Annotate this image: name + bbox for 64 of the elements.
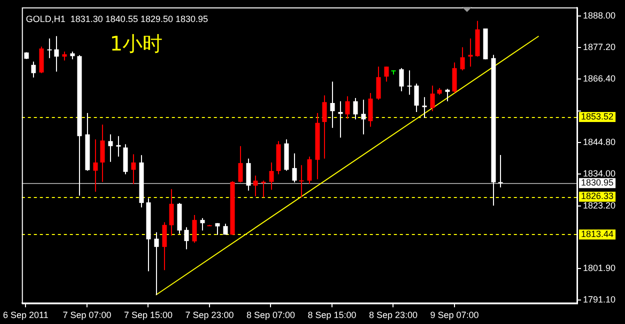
candlestick	[131, 154, 136, 185]
candlestick	[338, 100, 343, 138]
candlestick	[169, 188, 174, 236]
candlestick	[330, 81, 335, 128]
y-tick-label: 1877.20	[583, 42, 616, 52]
candlestick	[93, 138, 98, 192]
y-tick-label: 1844.80	[583, 137, 616, 148]
y-tick-label: 1823.20	[583, 200, 616, 210]
candlestick	[116, 136, 121, 158]
candlestick	[361, 99, 366, 135]
y-tick-label: 1834.00	[583, 168, 616, 179]
candlestick	[269, 162, 274, 190]
candlestick	[200, 218, 205, 231]
candlestick	[430, 85, 435, 112]
x-tick-label: 8 Sep 15:00	[308, 310, 356, 320]
candlestick	[460, 46, 465, 71]
ref-line-label: 1830.95	[581, 178, 614, 188]
candlestick	[498, 154, 503, 188]
candlestick	[376, 66, 381, 100]
annotation: 1小时	[110, 32, 163, 56]
ref-line-label: 1813.44	[581, 228, 614, 239]
candlestick	[292, 152, 297, 183]
candlestick	[192, 214, 197, 244]
candlestick	[368, 92, 373, 128]
candlestick	[215, 222, 220, 236]
candlestick	[246, 158, 251, 192]
candlestick	[31, 61, 36, 78]
candlestick	[261, 180, 266, 198]
candlestick	[100, 124, 105, 182]
y-tick-label: 1801.90	[583, 262, 616, 273]
candlestick	[445, 88, 450, 102]
candlestick	[345, 96, 350, 120]
candlestick	[108, 134, 113, 162]
ref-line-label: 1853.52	[581, 111, 614, 122]
candlestick	[299, 164, 304, 198]
x-tick-label: 6 Sep 2011	[3, 310, 48, 320]
candlestick	[384, 66, 389, 82]
candlestick	[162, 222, 167, 271]
candlestick	[47, 38, 52, 59]
candlestick	[184, 226, 189, 250]
y-tick-label: 1791.10	[583, 294, 616, 304]
candlestick	[238, 146, 243, 183]
candlestick	[452, 62, 457, 94]
x-tick-label: 7 Sep 07:00	[62, 310, 112, 320]
candlestick	[253, 175, 258, 197]
candlestick	[54, 36, 59, 72]
candlestick	[154, 232, 159, 296]
candlestick	[353, 97, 358, 120]
text: GOLD,H1 1831.30 1840.55 1829.50 1830.95	[26, 14, 208, 24]
candlestick	[422, 96, 427, 118]
x-tick-label: 8 Sep 07:00	[246, 310, 295, 320]
x-tick-label: 7 Sep 15:00	[124, 310, 172, 320]
y-tick-label: 1888.00	[583, 10, 616, 20]
x-tick-label: 8 Sep 23:00	[368, 310, 418, 320]
candlestick	[322, 94, 327, 160]
y-tick-label: 1866.40	[583, 74, 616, 84]
candlestick	[414, 83, 419, 113]
candlestick	[307, 156, 312, 185]
x-tick-label: 7 Sep 23:00	[185, 310, 234, 320]
candlestick	[468, 38, 473, 68]
x-tick-label: 9 Sep 07:00	[430, 310, 479, 320]
candlestick	[399, 68, 404, 92]
ref-line-label: 1826.33	[581, 191, 614, 202]
candlestick	[407, 70, 412, 96]
